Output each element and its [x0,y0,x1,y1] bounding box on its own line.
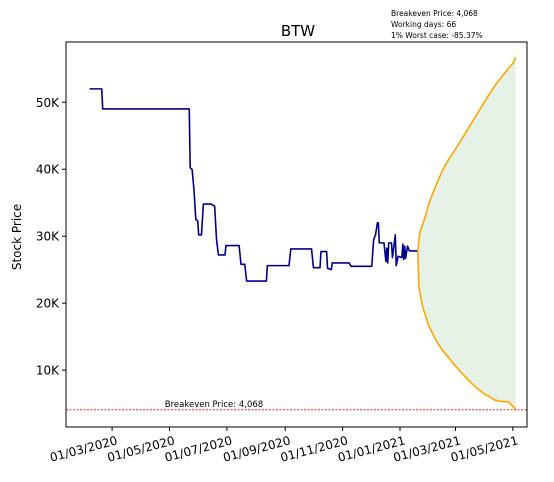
price-history-layer [89,88,418,282]
forecast-band-layer [417,57,517,410]
y-axis: 10K 20K 30K 40K 50K [36,96,66,378]
y-tick-label: 10K [36,364,60,378]
price-history-line [89,88,418,282]
y-axis-label: Stock Price [10,204,24,270]
info-breakeven: Breakeven Price: 4,068 [391,9,478,18]
breakeven-layer: Breakeven Price: 4,068 [66,400,527,411]
info-working-days: Working days: 66 [391,20,456,29]
y-tick-label: 40K [36,163,60,177]
forecast-range-fill-layer [417,57,516,409]
plot-frame [65,41,528,428]
info-box: Breakeven Price: 4,068 Working days: 66 … [391,9,483,40]
x-axis: 01/03/202001/05/202001/07/202001/09/2020… [48,427,520,465]
y-tick-label: 30K [36,230,60,244]
info-worst-case: 1% Worst case: -85.37% [391,31,483,40]
chart-title: BTW [281,22,315,40]
breakeven-label: Breakeven Price: 4,068 [165,400,263,410]
forecast-upper-band-line [417,57,517,251]
forecast-lower-band-line [417,250,517,410]
forecast-range-fill [417,57,516,409]
y-tick-label: 50K [36,96,60,110]
y-tick-label: 20K [36,297,60,311]
